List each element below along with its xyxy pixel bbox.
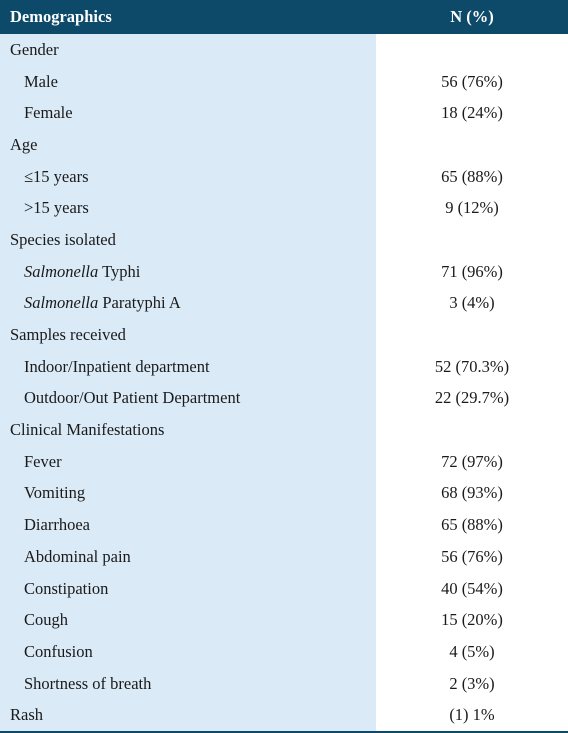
row-value: 72 (97%) (376, 445, 568, 478)
table-row: Confusion 4 (5%) (0, 636, 568, 668)
row-label: Shortness of breath (0, 667, 376, 700)
table-row: Female 18 (24%) (0, 97, 568, 130)
row-value (376, 414, 568, 446)
row-label: Female (0, 97, 376, 130)
genus-name: Salmonella (24, 293, 99, 313)
table-row: Vomiting 68 (93%) (0, 477, 568, 510)
row-label: Salmonella Typhi (0, 255, 376, 288)
row-value: 65 (88%) (376, 509, 568, 541)
row-value: 71 (96%) (376, 255, 568, 288)
row-value (376, 34, 568, 66)
row-value: 22 (29.7%) (376, 382, 568, 415)
row-value: 4 (5%) (376, 636, 568, 668)
row-label: Abdominal pain (0, 541, 376, 573)
row-label: Vomiting (0, 477, 376, 510)
table-row: Cough 15 (20%) (0, 604, 568, 637)
row-value: 68 (93%) (376, 477, 568, 510)
row-value: 56 (76%) (376, 65, 568, 98)
row-value (376, 319, 568, 351)
table-row: ≤15 years 65 (88%) (0, 160, 568, 193)
serovar-name: Paratyphi A (98, 293, 181, 313)
row-label: Clinical Manifestations (0, 414, 376, 446)
header-demographics: Demographics (0, 0, 376, 34)
table-row: Salmonella Typhi 71 (96%) (0, 255, 568, 288)
table-row: Samples received (0, 319, 568, 351)
row-value: 52 (70.3%) (376, 350, 568, 383)
row-label: Diarrhoea (0, 509, 376, 541)
row-label: ≤15 years (0, 160, 376, 193)
row-label: >15 years (0, 192, 376, 225)
table-row: Gender (0, 34, 568, 66)
row-value (376, 224, 568, 256)
row-value: 3 (4%) (376, 287, 568, 320)
row-value: 40 (54%) (376, 572, 568, 605)
table-row: Outdoor/Out Patient Department 22 (29.7%… (0, 382, 568, 415)
table-row: Male 56 (76%) (0, 65, 568, 98)
table-row: Clinical Manifestations (0, 414, 568, 446)
table-row: Fever 72 (97%) (0, 445, 568, 478)
table-row: >15 years 9 (12%) (0, 192, 568, 225)
table-row: Abdominal pain 56 (76%) (0, 541, 568, 573)
row-label: Outdoor/Out Patient Department (0, 382, 376, 415)
row-label: Age (0, 129, 376, 161)
table-row: Species isolated (0, 224, 568, 256)
row-label: Confusion (0, 636, 376, 668)
table-row: Constipation 40 (54%) (0, 572, 568, 605)
row-value: 18 (24%) (376, 97, 568, 130)
row-label: Cough (0, 604, 376, 637)
genus-name: Salmonella (24, 261, 99, 281)
row-value: 9 (12%) (376, 192, 568, 225)
row-value (376, 129, 568, 161)
table-row: Salmonella Paratyphi A 3 (4%) (0, 287, 568, 320)
row-value: 2 (3%) (376, 667, 568, 700)
header-n-percent: N (%) (376, 0, 568, 34)
row-value: 15 (20%) (376, 604, 568, 637)
row-label: Samples received (0, 319, 376, 351)
row-value: 56 (76%) (376, 541, 568, 573)
row-value: 65 (88%) (376, 160, 568, 193)
row-label: Rash (0, 699, 376, 733)
row-label: Species isolated (0, 224, 376, 256)
table-row: Rash (1) 1% (0, 699, 568, 733)
row-label: Fever (0, 445, 376, 478)
row-label: Salmonella Paratyphi A (0, 287, 376, 320)
serovar-name: Typhi (98, 261, 141, 281)
row-label: Indoor/Inpatient department (0, 350, 376, 383)
row-label: Gender (0, 34, 376, 66)
row-label: Constipation (0, 572, 376, 605)
table-row: Age (0, 129, 568, 161)
table-row: Indoor/Inpatient department 52 (70.3%) (0, 350, 568, 383)
table-row: Shortness of breath 2 (3%) (0, 667, 568, 700)
table-row: Diarrhoea 65 (88%) (0, 509, 568, 541)
table-header-row: Demographics N (%) (0, 0, 568, 34)
row-label: Male (0, 65, 376, 98)
row-value: (1) 1% (376, 699, 568, 733)
